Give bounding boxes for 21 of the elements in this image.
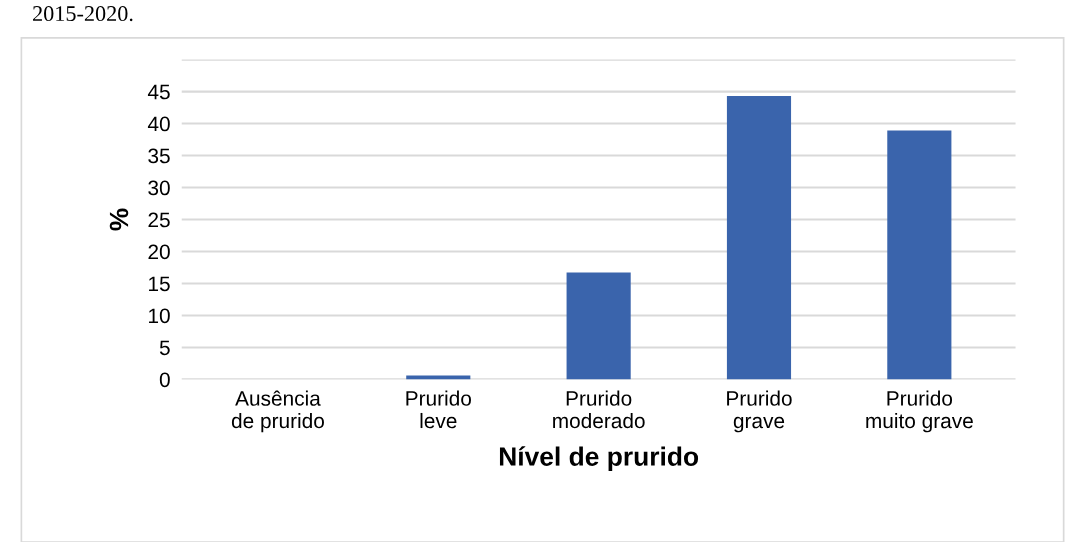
x-tick-label: Ausência de prurido [231, 390, 324, 433]
x-axis-title: Nível de prurido [499, 446, 699, 472]
y-axis-title: % [109, 208, 129, 231]
x-tick-label: Prurido moderado [553, 390, 645, 429]
y-tick-label: 5 [159, 340, 170, 356]
y-tick-label: 20 [148, 244, 170, 260]
y-tick-label: 15 [149, 276, 170, 292]
y-tick-label: 40 [147, 116, 170, 132]
y-tick-label: 30 [148, 180, 170, 196]
y-tick-label: 0 [159, 372, 170, 388]
y-tick-label: 45 [147, 84, 170, 100]
y-tick-label: 25 [148, 212, 170, 228]
x-tick-label: Prurido muito grave [866, 390, 973, 433]
x-tick-label: Prurido grave [727, 390, 792, 433]
text: 2015-2020. [33, 6, 133, 22]
bar [887, 130, 952, 380]
bar [566, 272, 631, 380]
y-tick-label: 35 [148, 148, 170, 164]
bar [726, 96, 792, 380]
x-tick-label: Prurido leve [406, 390, 471, 429]
y-tick-label: 10 [149, 308, 170, 324]
